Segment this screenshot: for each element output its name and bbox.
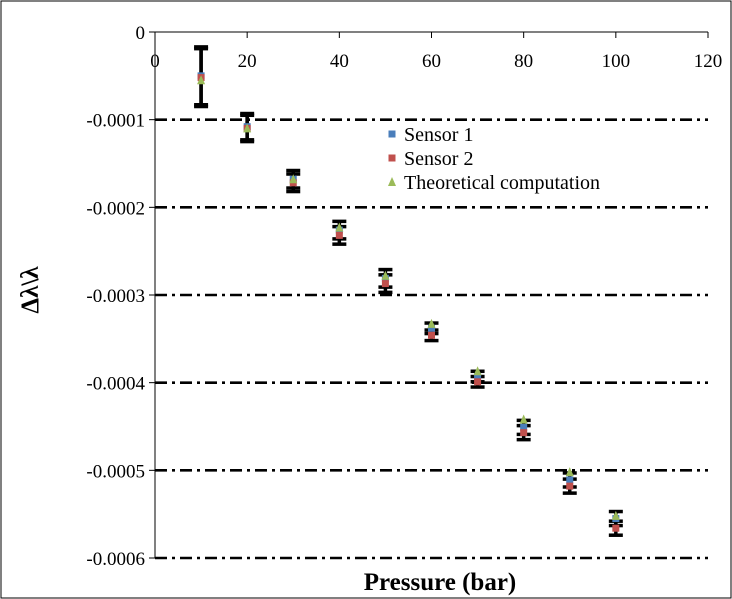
legend-label-0: Sensor 1 — [404, 124, 473, 146]
point-2-4 — [381, 270, 390, 280]
data-points — [197, 72, 620, 532]
point-2-8 — [565, 467, 574, 477]
y-tick-label-2: -0.0002 — [86, 198, 145, 219]
point-0-7 — [520, 423, 528, 431]
y-tick-label-0: 0 — [136, 23, 146, 44]
point-1-7 — [520, 429, 528, 437]
legend-marker-0 — [388, 130, 396, 138]
x-tick-label-5: 100 — [602, 51, 631, 72]
point-0-6 — [474, 373, 482, 381]
point-1-4 — [381, 280, 389, 288]
x-tick-label-3: 60 — [422, 51, 441, 72]
point-2-6 — [473, 366, 482, 376]
point-2-5 — [427, 318, 436, 328]
point-2-3 — [335, 222, 344, 232]
x-tick-label-0: 0 — [150, 51, 160, 72]
x-axis-title: Pressure (bar) — [364, 569, 517, 596]
x-tick-label-4: 80 — [514, 51, 533, 72]
point-2-7 — [519, 414, 528, 424]
y-tick-label-5: -0.0005 — [86, 461, 145, 482]
point-1-6 — [474, 378, 482, 386]
point-2-2 — [289, 174, 298, 184]
point-0-8 — [566, 476, 574, 484]
point-2-1 — [243, 123, 252, 133]
point-1-3 — [335, 231, 343, 239]
point-1-5 — [428, 331, 435, 339]
legend-marker-2 — [388, 177, 396, 186]
legend-label-2: Theoretical computation — [404, 172, 600, 194]
x-tick-label-6: 120 — [694, 51, 723, 72]
axes: 0 20 40 60 80 100 120 0 -0.0001 -0.0002 -0.0003 -0.… — [86, 23, 722, 570]
point-1-8 — [566, 482, 574, 490]
y-tick-label-1: -0.0001 — [86, 111, 145, 132]
y-axis-title: Δλ\λ — [17, 266, 44, 314]
legend-marker-1 — [388, 154, 396, 162]
point-2-9 — [611, 510, 620, 520]
y-tick-label-4: -0.0004 — [86, 374, 145, 395]
y-tick-label-3: -0.0003 — [86, 286, 145, 307]
point-0-5 — [428, 324, 435, 332]
point-1-9 — [612, 524, 620, 532]
x-tick-label-2: 40 — [330, 51, 349, 72]
point-2-0 — [197, 75, 206, 85]
x-tick-label-1: 20 — [238, 51, 257, 72]
legend-label-1: Sensor 2 — [404, 148, 473, 170]
y-tick-label-6: -0.0006 — [86, 549, 145, 570]
